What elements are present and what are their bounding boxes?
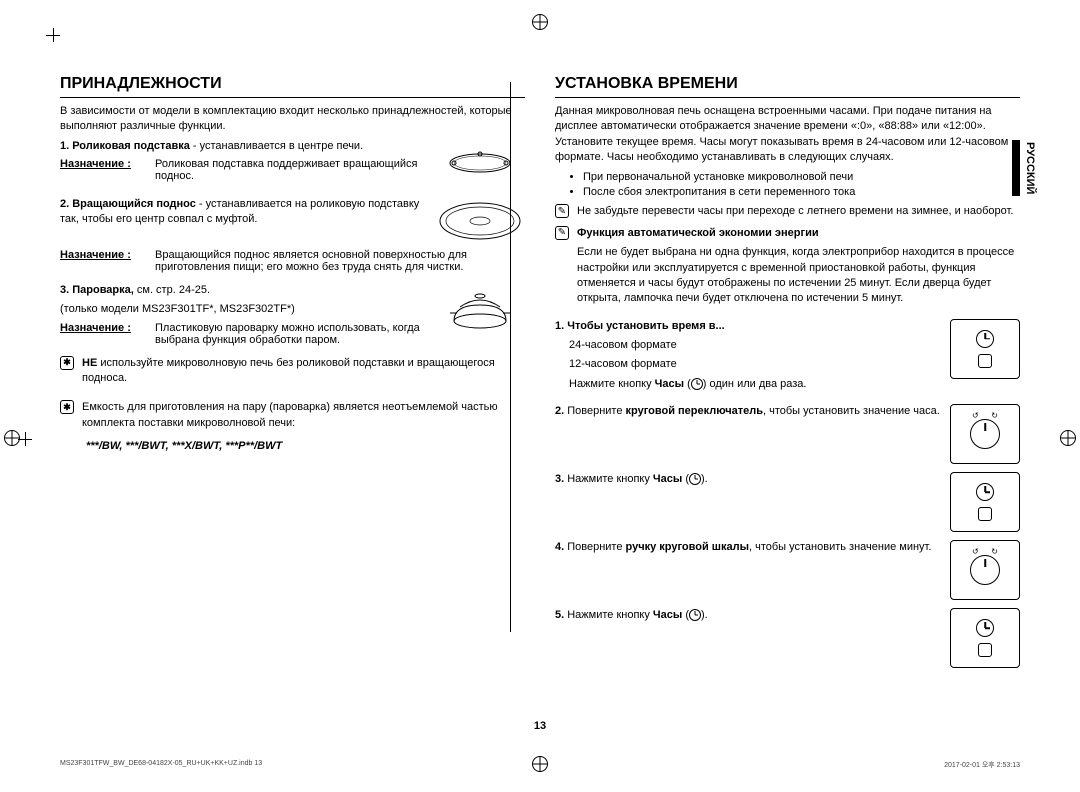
section-title-time: УСТАНОВКА ВРЕМЕНИ	[555, 75, 1020, 93]
purpose-label: Назначение :	[60, 322, 145, 346]
step3-bold: Часы	[653, 473, 682, 485]
item3-purpose: Пластиковую пароварку можно использовать…	[155, 322, 429, 346]
step1-label: 1. Чтобы установить время в...	[555, 319, 940, 334]
item1-purpose: Роликовая подставка поддерживает вращающ…	[155, 158, 429, 182]
item3-models: (только модели MS23F301TF*, MS23F302TF*)	[60, 302, 429, 317]
warning-icon: ✱	[60, 356, 74, 370]
step4-a: Поверните	[567, 541, 625, 553]
step4-diagram: ↺↻	[950, 540, 1020, 600]
purpose-label: Назначение :	[60, 158, 145, 182]
steamer-icon	[435, 283, 525, 331]
step2-bold: круговой переключатель	[626, 405, 763, 417]
step5-bold: Часы	[653, 609, 682, 621]
note2-text: Емкость для приготовления на пару (паров…	[82, 400, 525, 431]
crop-mark	[18, 432, 32, 446]
clock-icon	[976, 619, 994, 637]
clock-icon	[689, 473, 701, 485]
info-icon: ✎	[555, 204, 569, 218]
step1-opt-a: 24-часовом формате	[569, 338, 940, 353]
roller-ring-icon	[435, 139, 525, 187]
warning-icon: ✱	[60, 400, 74, 414]
step3-diagram	[950, 472, 1020, 532]
clock-icon	[689, 609, 701, 621]
step5-a: Нажмите кнопку	[567, 609, 653, 621]
bullet-list: При первоначальной установке микроволнов…	[583, 170, 1020, 201]
intro-text: В зависимости от модели в комплектацию в…	[60, 104, 525, 135]
step-5: 5. Нажмите кнопку Часы ().	[555, 608, 1020, 668]
item1-text: - устанавливается в центре печи.	[190, 140, 363, 152]
step1-c-pre: Нажмите кнопку	[569, 378, 655, 390]
note1-bold: НЕ	[82, 357, 97, 369]
dst-note: ✎ Не забудьте перевести часы при переход…	[555, 204, 1020, 223]
dial-icon	[970, 555, 1000, 585]
registration-mark	[4, 430, 20, 446]
crop-mark	[46, 28, 60, 42]
step1-diagram	[950, 319, 1020, 379]
step3-a: Нажмите кнопку	[567, 473, 653, 485]
item1-label: 1. Роликовая подставка	[60, 140, 190, 152]
footer-file: MS23F301TFW_BW_DE68-04182X-05_RU+UK+KK+U…	[60, 760, 262, 770]
step1-c-post: один или два раза.	[706, 378, 806, 390]
step2-num: 2.	[555, 405, 567, 417]
button-icon	[978, 643, 992, 657]
dial-icon	[970, 419, 1000, 449]
accessory-item-1: 1. Роликовая подставка - устанавливается…	[60, 139, 525, 187]
model-codes: ***/BW, ***/BWT, ***X/BWT, ***P**/BWT	[86, 439, 525, 454]
accessory-item-2: 2. Вращающийся поднос - устанавливается …	[60, 197, 525, 273]
bullet-1: При первоначальной установке микроволнов…	[583, 170, 1020, 185]
footer-date: 2017-02-01 오후 2:53:13	[944, 760, 1020, 770]
step-2: 2. Поверните круговой переключатель, что…	[555, 404, 1020, 464]
warning-note-1: ✱ НЕ используйте микроволновую печь без …	[60, 356, 525, 391]
item3-text: см. стр. 24-25.	[134, 284, 210, 296]
section-title-accessories: ПРИНАДЛЕЖНОСТИ	[60, 75, 525, 93]
step2-a: Поверните	[567, 405, 625, 417]
button-icon	[978, 354, 992, 368]
divider	[60, 97, 525, 98]
page-number: 13	[0, 720, 1080, 732]
eco-function: ✎ Функция автоматической экономии энерги…	[555, 226, 1020, 311]
step4-bold: ручку круговой шкалы	[626, 541, 749, 553]
accessory-item-3: 3. Пароварка, см. стр. 24-25. (только мо…	[60, 283, 525, 346]
eco-title: Функция автоматической экономии энергии	[577, 226, 1020, 241]
time-intro: Данная микроволновая печь оснащена встро…	[555, 104, 1020, 166]
step1-c-bold: Часы	[655, 378, 684, 390]
step5-diagram	[950, 608, 1020, 668]
turntable-icon	[435, 197, 525, 245]
item3-label: 3. Пароварка,	[60, 284, 134, 296]
footer: MS23F301TFW_BW_DE68-04182X-05_RU+UK+KK+U…	[60, 760, 1020, 770]
step4-b: , чтобы установить значение минут.	[749, 541, 931, 553]
divider	[555, 97, 1020, 98]
registration-mark	[1060, 430, 1076, 446]
info-icon: ✎	[555, 226, 569, 240]
clock-icon	[976, 330, 994, 348]
step5-num: 5.	[555, 609, 567, 621]
column-divider	[510, 82, 511, 632]
item2-purpose: Вращающийся поднос является основной пов…	[155, 249, 525, 273]
step3-num: 3.	[555, 473, 567, 485]
column-time-setup: УСТАНОВКА ВРЕМЕНИ Данная микроволновая п…	[555, 75, 1020, 715]
button-icon	[978, 507, 992, 521]
item2-label: 2. Вращающийся поднос	[60, 198, 196, 210]
clock-icon	[691, 378, 703, 390]
note1-text: используйте микроволновую печь без ролик…	[82, 357, 495, 384]
step-1: 1. Чтобы установить время в... 24-часово…	[555, 319, 1020, 397]
bullet-2: После сбоя электропитания в сети перемен…	[583, 185, 1020, 200]
clock-icon	[976, 483, 994, 501]
eco-text: Если не будет выбрана ни одна функция, к…	[577, 245, 1020, 307]
step4-num: 4.	[555, 541, 567, 553]
column-accessories: ПРИНАДЛЕЖНОСТИ В зависимости от модели в…	[60, 75, 525, 715]
step-3: 3. Нажмите кнопку Часы ().	[555, 472, 1020, 532]
step2-b: , чтобы установить значение часа.	[763, 405, 940, 417]
step2-diagram: ↺↻	[950, 404, 1020, 464]
registration-mark	[532, 14, 548, 30]
step1-opt-b: 12-часовом формате	[569, 357, 940, 372]
purpose-label: Назначение :	[60, 249, 145, 273]
dst-text: Не забудьте перевести часы при переходе …	[577, 204, 1013, 219]
warning-note-2: ✱ Емкость для приготовления на пару (пар…	[60, 400, 525, 435]
step-4: 4. Поверните ручку круговой шкалы, чтобы…	[555, 540, 1020, 600]
